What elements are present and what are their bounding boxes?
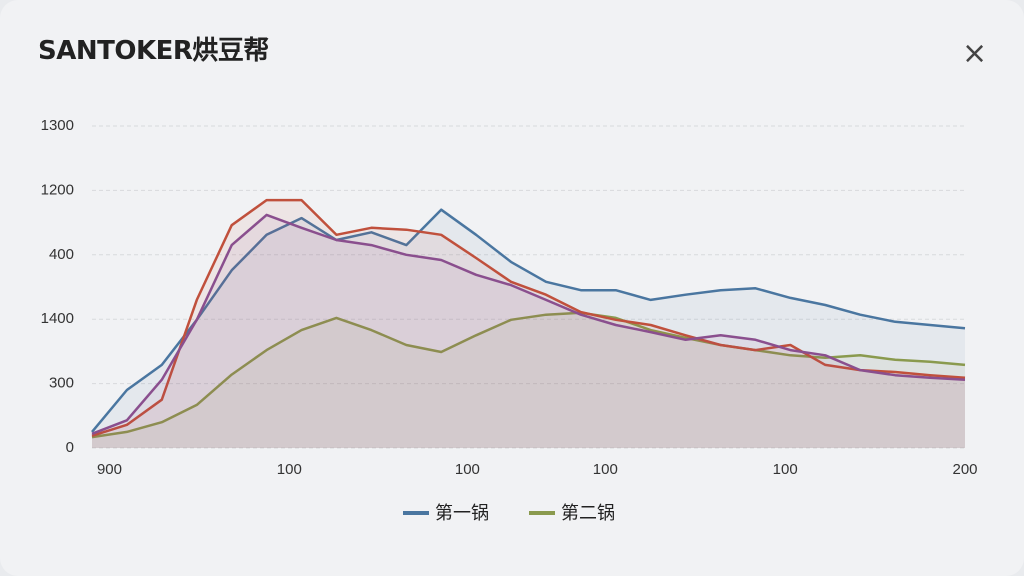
series-area xyxy=(92,312,965,448)
series-area xyxy=(92,214,965,448)
legend-label: 第二锅 xyxy=(561,503,615,524)
x-tick-label: 100 xyxy=(455,461,480,478)
series-area xyxy=(92,209,965,448)
x-tick-label: 100 xyxy=(773,461,798,478)
y-tick-label: 0 xyxy=(66,439,74,456)
series-area xyxy=(92,200,965,448)
series-line xyxy=(91,198,966,437)
series-line xyxy=(91,213,966,435)
logo: SANTOKER烘豆帮 xyxy=(38,36,269,66)
x-tick-label: 200 xyxy=(952,461,977,478)
x-tick-label: 900 xyxy=(97,461,122,478)
y-tick-label: 1300 xyxy=(41,117,74,134)
close-button[interactable]: × xyxy=(962,36,988,71)
y-tick-label: 1400 xyxy=(41,310,74,327)
x-tick-label: 100 xyxy=(277,461,302,478)
y-tick-label: 300 xyxy=(49,375,74,392)
series-line xyxy=(91,208,966,433)
x-tick-label: 100 xyxy=(593,461,618,478)
legend-label: 第一锅 xyxy=(435,503,489,524)
y-tick-label: 1200 xyxy=(41,181,74,198)
series-line xyxy=(91,311,966,439)
y-tick-label: 400 xyxy=(49,246,74,263)
